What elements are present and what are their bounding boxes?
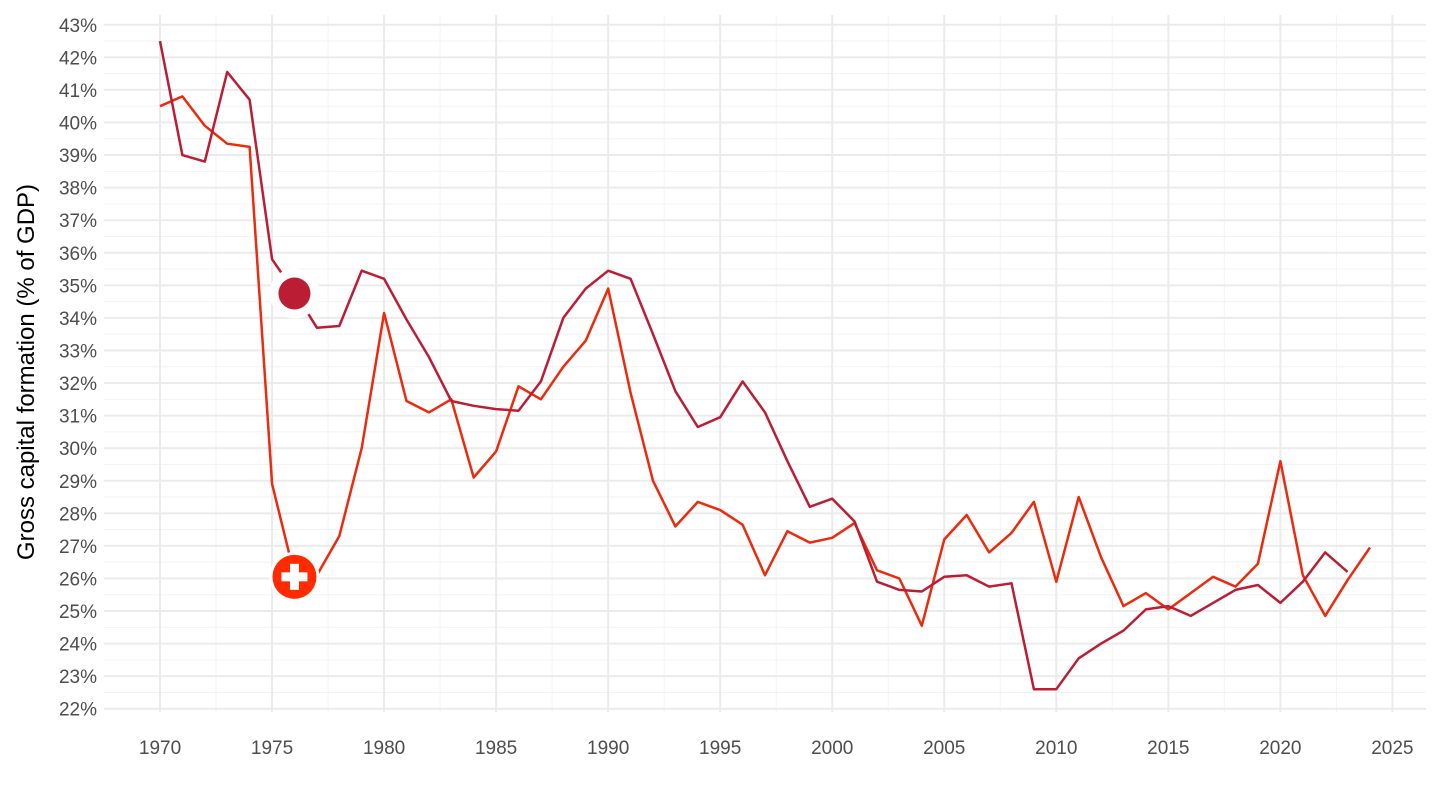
y-axis-tick-labels: 22% 23% 24% 25% 26% 27% 28% 29% 30% 31% 32% 33% 34% 3… — [59, 16, 97, 721]
series-line-1 — [159, 95, 1372, 627]
x-tick-label: 1980 — [363, 738, 405, 759]
y-tick-label: 40% — [59, 113, 97, 134]
major-gridlines — [104, 15, 1426, 712]
x-axis-tick-labels: 1970 1975 1980 1985 1990 1995 2000 2005 2010 2015… — [139, 738, 1414, 759]
x-tick-label: 2020 — [1259, 738, 1301, 759]
swiss-flag-icon — [269, 551, 320, 602]
y-tick-label: 24% — [59, 635, 97, 656]
x-tick-label: 1995 — [699, 738, 741, 759]
y-tick-label: 43% — [59, 16, 97, 37]
y-tick-label: 34% — [59, 309, 97, 330]
x-tick-label: 1990 — [587, 738, 629, 759]
y-tick-label: 39% — [59, 146, 97, 167]
y-tick-label: 27% — [59, 537, 97, 558]
y-tick-label: 22% — [59, 700, 97, 721]
y-axis-label: Gross capital formation (% of GDP) — [13, 184, 40, 560]
y-tick-label: 30% — [59, 439, 97, 460]
y-tick-label: 31% — [59, 407, 97, 428]
x-tick-label: 2025 — [1371, 738, 1413, 759]
y-tick-label: 41% — [59, 81, 97, 102]
y-tick-label: 38% — [59, 179, 97, 200]
x-tick-label: 2000 — [811, 738, 853, 759]
y-tick-label: 28% — [59, 504, 97, 525]
y-tick-label: 36% — [59, 244, 97, 265]
y-tick-label: 42% — [59, 48, 97, 69]
y-tick-label: 29% — [59, 472, 97, 493]
x-tick-label: 1970 — [139, 738, 181, 759]
series-markers — [269, 268, 320, 602]
x-tick-label: 2005 — [923, 738, 965, 759]
y-tick-label: 32% — [59, 374, 97, 395]
series-lines — [158, 40, 1372, 691]
circle-flag-icon — [269, 268, 320, 319]
series-line-2 — [158, 40, 1349, 691]
y-tick-label: 26% — [59, 569, 97, 590]
y-tick-label: 35% — [59, 276, 97, 297]
y-tick-label: 37% — [59, 211, 97, 232]
minor-gridlines — [104, 15, 1426, 712]
x-tick-label: 2015 — [1147, 738, 1189, 759]
y-tick-label: 25% — [59, 602, 97, 623]
y-tick-label: 23% — [59, 667, 97, 688]
x-tick-label: 1985 — [475, 738, 517, 759]
y-tick-label: 33% — [59, 341, 97, 362]
x-tick-label: 2010 — [1035, 738, 1077, 759]
x-tick-label: 1975 — [251, 738, 293, 759]
